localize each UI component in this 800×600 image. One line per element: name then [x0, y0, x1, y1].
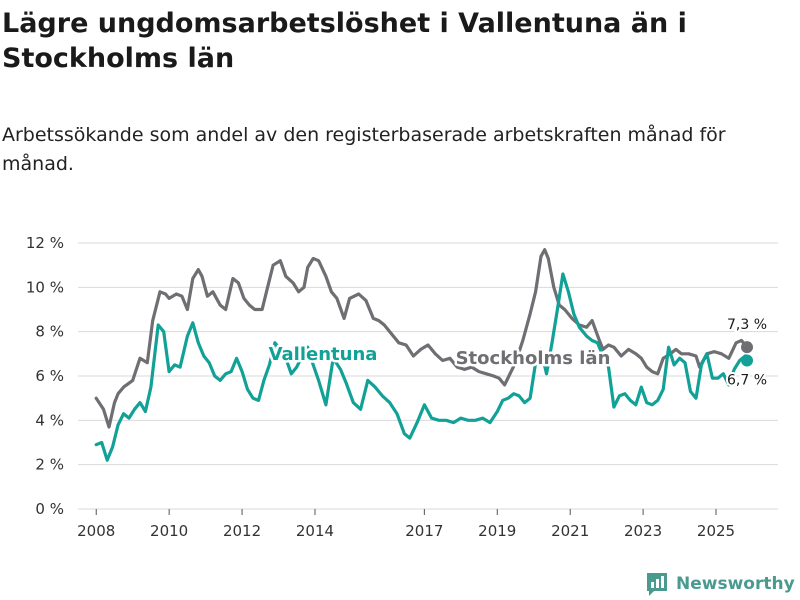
x-tick-label: 2014 — [296, 522, 334, 540]
y-tick-label: 12 % — [26, 234, 64, 252]
x-tick-label: 2023 — [624, 522, 662, 540]
y-tick-label: 6 % — [35, 367, 64, 385]
y-tick-label: 0 % — [35, 500, 64, 518]
page-subtitle: Arbetssökande som andel av den registerb… — [2, 124, 726, 175]
x-tick-label: 2025 — [697, 522, 735, 540]
page-title: Lägre ungdomsarbetslöshet i Vallentuna ä… — [2, 8, 687, 74]
bar-chart-icon — [647, 573, 667, 596]
x-tick-label: 2019 — [478, 522, 516, 540]
y-tick-label: 8 % — [35, 323, 64, 341]
x-tick-label: 2021 — [551, 522, 589, 540]
y-tick-label: 2 % — [35, 456, 64, 474]
y-tick-label: 4 % — [35, 411, 64, 429]
series-line-vallentuna — [94, 272, 749, 462]
line-chart: 0 % 2 % 4 % 6 % 8 % 10 % 12 % 2008 2010 2012 2014 2… — [26, 234, 778, 540]
end-point — [741, 341, 754, 354]
brand-logo: Newsworthy — [645, 570, 795, 598]
y-tick-label: 10 % — [26, 278, 64, 296]
x-tick-label: 2010 — [150, 522, 188, 540]
x-tick-label: 2012 — [223, 522, 261, 540]
series-annotation: Vallentuna — [269, 344, 378, 365]
series-line-stockholms-län — [94, 248, 749, 429]
brand-name: Newsworthy — [676, 574, 795, 594]
series-annotation: Stockholms län — [456, 348, 611, 369]
x-tick-label: 2017 — [405, 522, 443, 540]
end-point — [741, 354, 754, 367]
end-value-label: 6,7 % — [727, 372, 767, 388]
x-tick-label: 2008 — [77, 522, 115, 540]
end-value-label: 7,3 % — [727, 317, 767, 333]
